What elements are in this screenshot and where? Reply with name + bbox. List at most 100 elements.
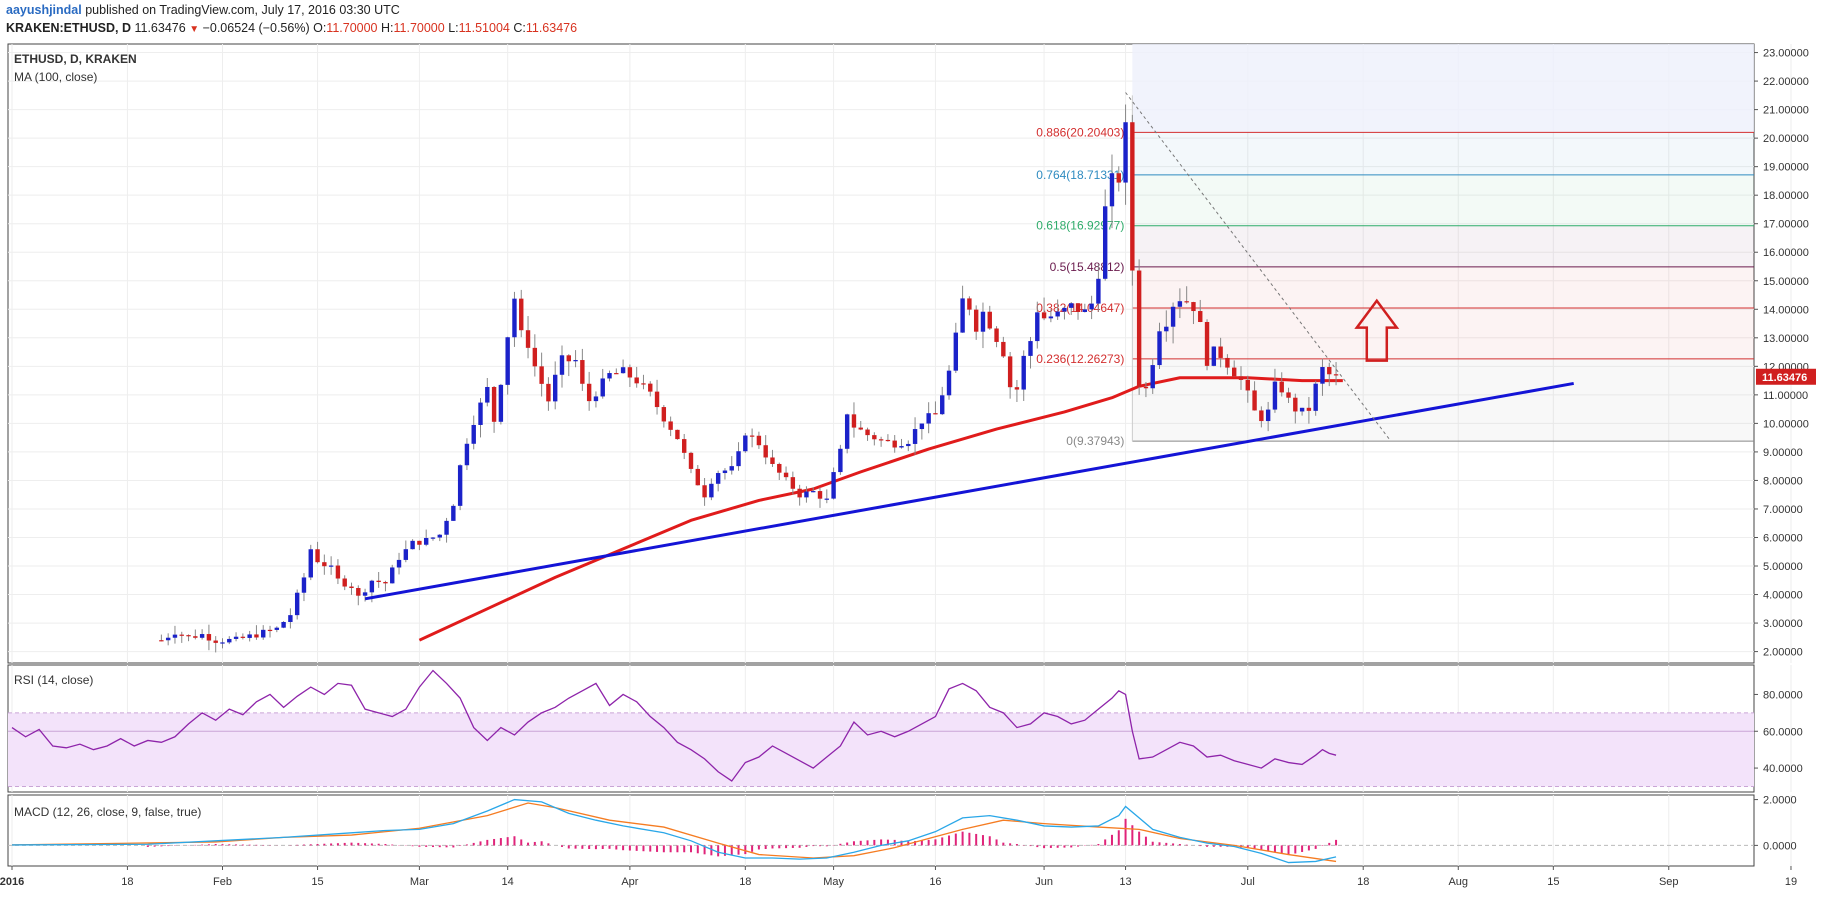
- x-tick-label: 18: [121, 876, 133, 888]
- candle-body: [1265, 409, 1271, 422]
- candle-body: [308, 549, 313, 578]
- ma100-line: [418, 376, 1343, 642]
- x-tick-label: 18: [1357, 876, 1369, 888]
- rsi-y-tick-label: 80.0000: [1763, 689, 1803, 701]
- x-tick-label: 18: [739, 876, 751, 888]
- candle-body: [288, 615, 293, 622]
- quote-line: KRAKEN:ETHUSD, D 11.63476 ▼ −0.06524 (−0…: [6, 21, 577, 35]
- candles: [159, 104, 1339, 653]
- macd-pane: [8, 798, 1754, 864]
- candle-body: [1069, 303, 1074, 308]
- candle-body: [1232, 367, 1237, 377]
- candle-body: [641, 383, 646, 385]
- candle-body: [865, 429, 870, 436]
- x-tick-label: 2016: [0, 876, 24, 888]
- candle-body: [1272, 381, 1278, 410]
- rsi-line: [11, 669, 1337, 782]
- ma-layer: [418, 376, 1343, 642]
- author-link[interactable]: aayushjindal: [6, 3, 82, 17]
- y-tick-label: 19.00000: [1763, 162, 1809, 174]
- candle-body: [294, 592, 300, 616]
- candle-body: [797, 488, 802, 498]
- candle-body: [1259, 410, 1264, 422]
- candle-body: [682, 439, 687, 453]
- macd-y-tick-label: 0.0000: [1763, 840, 1797, 852]
- candle-body: [973, 309, 979, 332]
- candle-body: [172, 634, 178, 638]
- candle-body: [423, 537, 429, 545]
- candle-body: [743, 435, 748, 452]
- candle-body: [206, 634, 212, 641]
- candle-body: [600, 378, 605, 397]
- x-tick-label: Aug: [1448, 876, 1468, 888]
- candle-body: [872, 435, 877, 440]
- y-tick-label: 4.00000: [1763, 590, 1803, 602]
- indicator-label: MA (100, close): [14, 70, 97, 84]
- candle-body: [1184, 301, 1189, 303]
- candle-body: [1041, 312, 1047, 319]
- y-tick-label: 9.00000: [1763, 447, 1803, 459]
- candle-body: [1177, 301, 1183, 307]
- candle-body: [281, 621, 286, 628]
- x-tick-label: 13: [1119, 876, 1131, 888]
- x-tick-label: 15: [311, 876, 323, 888]
- candle-body: [546, 383, 551, 402]
- x-tick-label: Feb: [213, 876, 232, 888]
- candle-body: [899, 446, 904, 448]
- candle-body: [912, 429, 918, 444]
- candle-body: [736, 451, 741, 467]
- candle-body: [940, 395, 945, 415]
- y-tick-label: 16.00000: [1763, 247, 1809, 259]
- candle-body: [763, 445, 768, 458]
- x-tick-label: 15: [1547, 876, 1559, 888]
- publish-line: aayushjindal published on TradingView.co…: [6, 3, 400, 17]
- candle-body: [430, 537, 436, 539]
- candle-body: [851, 414, 857, 428]
- y-tick-label: 21.00000: [1763, 105, 1809, 117]
- candle-body: [437, 534, 442, 538]
- pane-title: ETHUSD, D, KRAKEN: [14, 52, 137, 66]
- candle-body: [702, 485, 707, 498]
- candle-body: [709, 483, 714, 498]
- candle-body: [838, 448, 843, 473]
- candle-body: [159, 640, 164, 642]
- candle-body: [1143, 386, 1149, 389]
- candle-body: [566, 355, 571, 362]
- y-tick-label: 5.00000: [1763, 561, 1803, 573]
- candle-body: [376, 580, 381, 583]
- price-badge: [1756, 368, 1816, 385]
- candle-body: [1279, 381, 1284, 393]
- fib-level-label: 0.886(20.20403): [1036, 125, 1124, 139]
- high-label: H:: [381, 21, 394, 35]
- x-tick-label: Jun: [1035, 876, 1053, 888]
- candle-body: [519, 298, 524, 331]
- candle-body: [403, 549, 409, 560]
- candle-body: [1198, 311, 1203, 322]
- candle-body: [1320, 367, 1325, 384]
- candle-body: [1150, 365, 1155, 389]
- fib-level-label: 0.764(18.71331): [1036, 168, 1124, 182]
- candle-body: [390, 567, 395, 584]
- candle-body: [878, 439, 884, 441]
- candle-body: [967, 298, 972, 310]
- support-trendline: [364, 381, 1574, 601]
- candle-body: [586, 383, 592, 402]
- candle-body: [213, 640, 218, 643]
- fib-zone: [1132, 132, 1754, 175]
- fib-zone: [1132, 44, 1754, 133]
- candle-body: [1164, 326, 1169, 332]
- candle-body: [1028, 341, 1033, 356]
- candle-body: [668, 421, 673, 430]
- candle-body: [933, 413, 938, 415]
- candle-body: [1123, 122, 1128, 183]
- candle-body: [485, 386, 490, 403]
- candle-body: [267, 629, 273, 632]
- candle-body: [498, 384, 504, 422]
- x-tick-label: 16: [929, 876, 941, 888]
- candle-body: [1313, 383, 1318, 411]
- candle-body: [1252, 390, 1257, 411]
- candle-body: [1130, 122, 1135, 271]
- candle-body: [844, 414, 850, 449]
- candle-body: [892, 440, 897, 448]
